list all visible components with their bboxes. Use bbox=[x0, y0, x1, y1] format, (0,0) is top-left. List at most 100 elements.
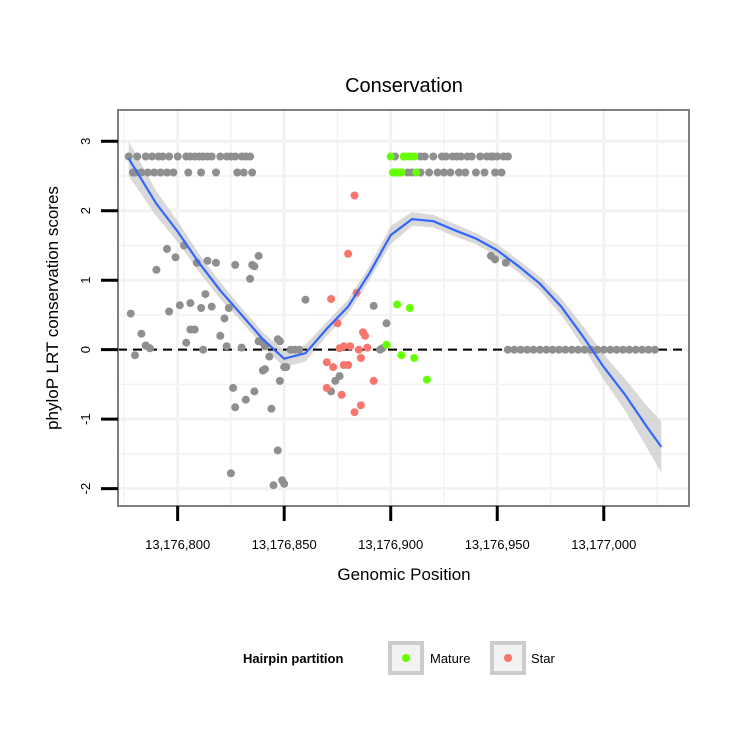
data-point-other bbox=[429, 152, 438, 161]
panel-border bbox=[117, 109, 690, 507]
legend-item-mature: Mature bbox=[388, 641, 470, 675]
data-point-other bbox=[491, 255, 500, 264]
data-point-other bbox=[233, 168, 242, 177]
data-point-other bbox=[471, 168, 480, 177]
data-point-other bbox=[124, 152, 133, 161]
data-point-other bbox=[454, 168, 463, 177]
x-axis: 13,176,800 13,176,850 13,176,900 13,176,… bbox=[145, 506, 636, 552]
data-point-other bbox=[625, 345, 634, 354]
data-point-mature bbox=[405, 304, 414, 312]
data-point-other bbox=[265, 352, 274, 361]
data-point-other bbox=[201, 290, 210, 299]
y-tick-label: -2 bbox=[78, 483, 93, 495]
data-point-star bbox=[356, 354, 365, 362]
legend-swatch-mature bbox=[402, 654, 410, 662]
data-point-star bbox=[363, 343, 372, 352]
data-point-other bbox=[175, 301, 184, 310]
data-point-star bbox=[361, 331, 370, 340]
data-point-other bbox=[503, 152, 512, 161]
data-point-other bbox=[497, 168, 506, 177]
data-point-mature bbox=[386, 152, 395, 161]
data-point-other bbox=[184, 168, 193, 177]
data-point-other bbox=[503, 345, 512, 354]
data-point-other bbox=[493, 152, 502, 161]
data-point-other bbox=[480, 168, 489, 177]
data-point-other bbox=[420, 152, 429, 161]
data-point-other bbox=[169, 168, 178, 177]
data-point-other bbox=[248, 168, 257, 177]
data-point-other bbox=[510, 345, 519, 354]
data-point-other bbox=[237, 343, 246, 352]
data-points bbox=[124, 152, 659, 490]
data-point-other bbox=[446, 168, 455, 177]
data-point-other bbox=[467, 152, 476, 161]
data-point-other bbox=[612, 345, 621, 354]
data-point-other bbox=[275, 337, 284, 346]
data-point-other bbox=[295, 345, 304, 354]
data-point-other bbox=[382, 319, 391, 328]
data-point-star bbox=[356, 401, 365, 410]
data-point-other bbox=[593, 345, 602, 354]
data-point-other bbox=[199, 345, 208, 354]
data-point-other bbox=[229, 383, 238, 392]
data-point-star bbox=[344, 361, 353, 369]
data-point-other bbox=[171, 253, 180, 262]
data-point-star bbox=[346, 342, 355, 351]
data-point-other bbox=[599, 345, 608, 354]
data-point-other bbox=[165, 152, 174, 161]
legend: Hairpin partition Mature Star bbox=[243, 641, 556, 675]
data-point-other bbox=[619, 345, 627, 354]
data-point-other bbox=[241, 395, 250, 404]
data-point-other bbox=[250, 387, 259, 396]
data-point-other bbox=[163, 168, 171, 177]
data-point-star bbox=[329, 363, 338, 372]
data-point-other bbox=[212, 168, 220, 177]
y-axis-title: phyloP LRT conservation scores bbox=[43, 186, 62, 430]
data-point-other bbox=[222, 342, 231, 351]
data-point-other bbox=[457, 152, 465, 161]
data-point-other bbox=[275, 376, 284, 385]
data-point-other bbox=[197, 304, 206, 312]
data-point-other bbox=[606, 345, 615, 354]
data-point-other bbox=[186, 299, 195, 308]
data-point-other bbox=[631, 345, 640, 354]
data-point-other bbox=[301, 295, 310, 304]
data-point-other bbox=[250, 262, 259, 271]
data-point-other bbox=[555, 345, 563, 354]
data-point-mature bbox=[397, 168, 406, 177]
data-point-other bbox=[567, 345, 576, 354]
data-point-other bbox=[158, 152, 167, 161]
x-tick-label: 13,176,900 bbox=[358, 537, 423, 552]
data-point-other bbox=[269, 481, 278, 490]
data-point-other bbox=[231, 403, 240, 412]
data-point-other bbox=[165, 307, 174, 316]
plot-panel bbox=[117, 109, 690, 507]
data-point-other bbox=[141, 152, 150, 161]
data-point-other bbox=[516, 345, 525, 354]
data-point-other bbox=[131, 351, 139, 360]
data-point-other bbox=[146, 344, 154, 353]
data-point-other bbox=[231, 260, 240, 269]
data-point-star bbox=[337, 390, 346, 399]
data-point-other bbox=[226, 469, 235, 478]
data-point-mature bbox=[410, 354, 419, 362]
data-point-star bbox=[350, 191, 359, 200]
data-point-other bbox=[529, 345, 538, 354]
data-point-mature bbox=[382, 340, 391, 349]
data-point-other bbox=[246, 152, 255, 161]
data-point-star bbox=[354, 345, 363, 354]
legend-swatch-star bbox=[504, 654, 512, 662]
data-point-other bbox=[267, 404, 276, 413]
x-tick-label: 13,176,850 bbox=[252, 537, 317, 552]
x-tick-label: 13,176,800 bbox=[145, 537, 210, 552]
data-point-other bbox=[190, 325, 199, 334]
x-tick-label: 13,176,950 bbox=[465, 537, 530, 552]
data-point-other bbox=[335, 372, 344, 381]
smooth-fit-line bbox=[127, 158, 663, 448]
data-point-other bbox=[207, 302, 216, 311]
y-tick-label: 2 bbox=[78, 207, 93, 214]
legend-title: Hairpin partition bbox=[243, 651, 343, 666]
legend-label-mature: Mature bbox=[430, 651, 470, 666]
data-point-other bbox=[197, 168, 206, 177]
data-point-other bbox=[182, 338, 191, 347]
